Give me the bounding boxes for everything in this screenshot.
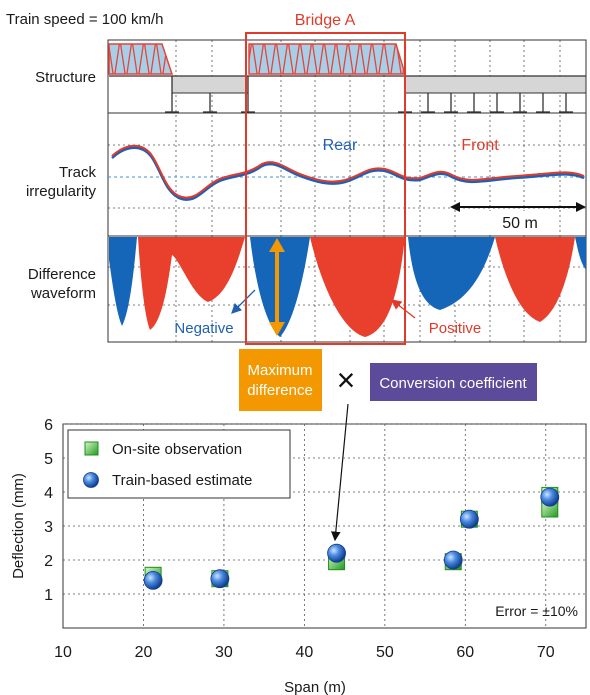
x-tick-label: 20 — [135, 644, 153, 661]
bridge-a-frame — [245, 32, 406, 345]
legend-estimate-label: Train-based estimate — [112, 472, 252, 489]
negative-lobe-2 — [250, 237, 310, 337]
x-tick-label: 10 — [54, 644, 72, 661]
conversion-coefficient-box — [370, 363, 537, 401]
front-waveform — [111, 144, 585, 199]
formula-to-point-arrow — [331, 403, 349, 542]
x-tick-label: 60 — [456, 644, 474, 661]
estimate-point — [443, 550, 463, 570]
estimate-point — [210, 569, 230, 589]
structure-row-label: Structure — [35, 69, 96, 86]
y-tick-label: 4 — [44, 485, 53, 502]
y-tick-label: 5 — [44, 451, 53, 468]
x-tick-labels: 10 20 30 40 50 60 70 — [54, 644, 555, 661]
scatter-chart: 1 2 3 4 5 6 10 20 30 40 50 60 70 Deflection (mm) Sp… — [10, 417, 587, 695]
train-speed-label: Train speed = 100 km/h — [6, 11, 163, 28]
y-tick-label: 3 — [44, 519, 53, 536]
maximum-difference-line1: Maximum — [247, 362, 312, 379]
x-tick-label: 50 — [376, 644, 394, 661]
legend: On-site observation Train-based estimate — [67, 429, 291, 499]
data-points — [143, 486, 560, 590]
multiply-sign: × — [337, 362, 356, 398]
negative-lobe-1 — [109, 237, 137, 326]
y-axis-label: Deflection (mm) — [10, 473, 27, 579]
legend-observation-label: On-site observation — [112, 441, 242, 458]
formula-row: Maximum difference × Conversion coeffici… — [239, 349, 537, 411]
x-tick-label: 30 — [215, 644, 233, 661]
diff-row-label-line2: waveform — [30, 285, 96, 302]
scale-50m-label: 50 m — [502, 215, 538, 232]
conversion-coefficient-label: Conversion coefficient — [379, 375, 527, 392]
legend-circle-marker — [83, 472, 99, 488]
plot-grid — [63, 423, 586, 628]
y-tick-label: 6 — [44, 417, 53, 434]
positive-lobe-2 — [310, 237, 405, 337]
difference-waveform-plot: Negative Positive — [109, 237, 586, 337]
estimate-point — [459, 509, 479, 529]
difference-panel — [107, 235, 587, 343]
front-label: Front — [461, 137, 499, 154]
positive-label: Positive — [429, 320, 482, 337]
positive-lobe-1 — [138, 237, 245, 330]
y-tick-labels: 1 2 3 4 5 6 — [44, 417, 53, 604]
x-tick-label: 70 — [537, 644, 555, 661]
x-tick-label: 40 — [295, 644, 313, 661]
negative-lobe-3 — [408, 237, 495, 310]
error-annotation: Error = ±10% — [495, 603, 578, 619]
legend-square-marker — [84, 441, 99, 456]
estimate-point — [143, 571, 163, 590]
track-row-label-line2: irregularity — [26, 183, 97, 200]
estimate-point — [327, 543, 346, 563]
rear-label: Rear — [323, 137, 358, 154]
estimate-point — [540, 487, 560, 507]
y-tick-label: 2 — [44, 553, 53, 570]
bridge-a-label: Bridge A — [295, 12, 356, 29]
rear-waveform — [111, 146, 585, 201]
diff-row-label-line1: Difference — [28, 266, 96, 283]
negative-label: Negative — [174, 320, 233, 337]
y-tick-label: 1 — [44, 587, 53, 604]
track-row-label-line1: Track — [59, 164, 96, 181]
maximum-difference-line2: difference — [247, 382, 313, 399]
positive-lobe-3 — [495, 237, 575, 322]
negative-lobe-4 — [575, 237, 586, 270]
track-irregularity-plot: Rear Front 50 m — [108, 137, 586, 233]
maximum-difference-box — [239, 349, 322, 411]
x-axis-label: Span (m) — [284, 679, 346, 695]
structure-diagram — [108, 43, 587, 113]
